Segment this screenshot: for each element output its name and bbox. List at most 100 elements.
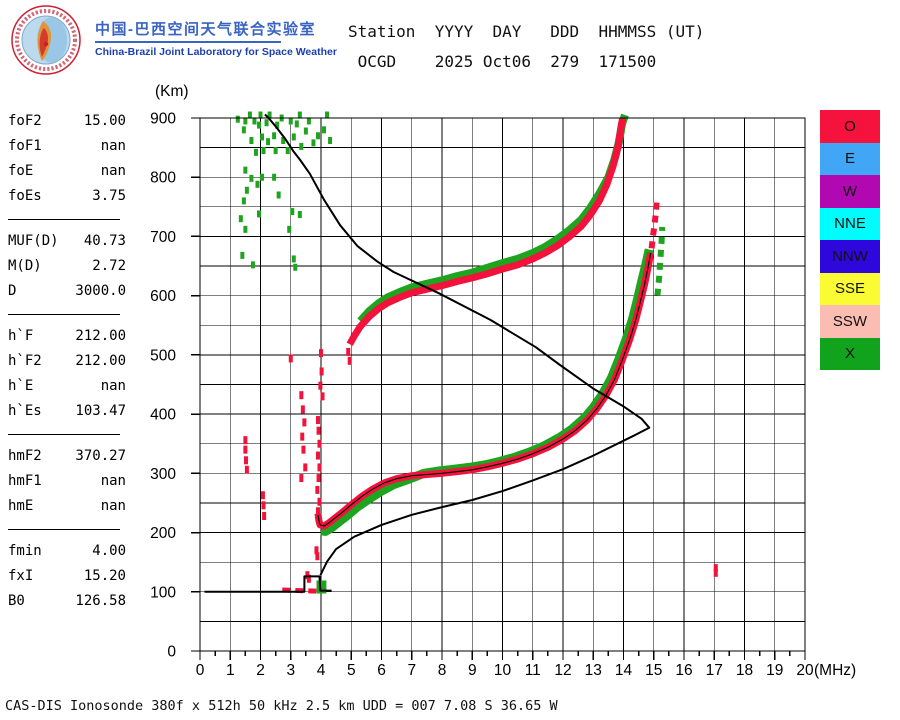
echo-direction-legend: O E W NNE NNW SSE SSW X bbox=[820, 110, 880, 370]
station-value-row: OCGD 2025 Oct06 279 171500 bbox=[348, 52, 657, 71]
x-tick-label: 19 bbox=[766, 662, 783, 679]
y-tick-label: 100 bbox=[150, 584, 176, 601]
x-mode-noise-scatter-point bbox=[288, 117, 293, 125]
o-mode-noise-scatter-point bbox=[315, 451, 320, 460]
plot-border bbox=[199, 117, 806, 652]
o-mode-noise-scatter-point bbox=[303, 463, 308, 472]
param-row: fmin 4.00 bbox=[8, 538, 126, 563]
o-mode-noise-scatter-point bbox=[318, 381, 323, 390]
x-mode-noise-scatter-point bbox=[291, 133, 296, 141]
o-mode-noise-scatter-point bbox=[317, 439, 322, 448]
x-mode-noise-scatter-point bbox=[260, 173, 265, 181]
param-value: 3000.0 bbox=[75, 282, 126, 299]
x-mode-noise-scatter-point bbox=[272, 132, 277, 140]
param-row: foF1 nan bbox=[8, 133, 126, 158]
o-mode-noise-scatter-point bbox=[346, 347, 351, 356]
x-mode-noise-scatter-point bbox=[256, 210, 261, 218]
param-value: 370.27 bbox=[75, 447, 126, 464]
x-tick-label: 14 bbox=[615, 662, 633, 679]
station-header-row: Station YYYY DAY DDD HHMMSS (UT) bbox=[348, 22, 705, 41]
x-mode-noise-scatter-point bbox=[260, 133, 265, 141]
y-tick-label: 0 bbox=[167, 644, 176, 661]
x-tick-label: 1 bbox=[226, 662, 235, 679]
param-value: nan bbox=[100, 497, 126, 514]
es-layer-o-trace bbox=[282, 587, 319, 594]
o-mode-noise-scatter-point bbox=[319, 367, 324, 376]
legend-item-e: E bbox=[820, 142, 880, 175]
x-mode-noise-scatter-point bbox=[315, 132, 320, 140]
o-mode-noise-scatter-point bbox=[317, 497, 322, 506]
x-tick-label: 4 bbox=[317, 662, 326, 679]
x-mode-noise-scatter-point bbox=[264, 119, 269, 127]
param-value: nan bbox=[100, 137, 126, 154]
o-mode-noise-scatter-point bbox=[243, 436, 248, 445]
x-mode-noise-scatter-point bbox=[281, 137, 286, 145]
param-label: hmF1 bbox=[8, 472, 42, 489]
param-value: 15.00 bbox=[83, 112, 126, 129]
parameter-group-divider bbox=[8, 529, 120, 530]
param-row: M(D) 2.72 bbox=[8, 253, 126, 278]
o-mode-noise-scatter-point bbox=[317, 463, 322, 472]
x-mode-noise-scatter-point bbox=[293, 263, 298, 271]
param-row: hmF2 370.27 bbox=[8, 443, 126, 468]
x-mode-noise-scatter-point bbox=[299, 142, 304, 150]
param-row: D 3000.0 bbox=[8, 278, 126, 303]
x-mode-noise-scatter-point bbox=[297, 211, 302, 219]
o-mode-noise-scatter-point bbox=[262, 511, 267, 520]
title-divider bbox=[95, 41, 281, 43]
x-mode-noise-scatter-point bbox=[243, 166, 248, 174]
o-mode-noise-scatter-point bbox=[300, 405, 305, 414]
x-mode-noise-scatter-point bbox=[241, 197, 246, 205]
o-mode-noise-scatter-point bbox=[299, 391, 304, 400]
param-value: 212.00 bbox=[75, 352, 126, 369]
param-label: D bbox=[8, 282, 17, 299]
x-mode-noise-scatter-point bbox=[276, 191, 281, 199]
param-row: h`F 212.00 bbox=[8, 323, 126, 348]
param-label: fxI bbox=[8, 567, 34, 584]
x-mode-noise-scatter-point bbox=[250, 261, 255, 269]
param-label: h`E bbox=[8, 377, 34, 394]
o-mode-f-trace-tail bbox=[648, 199, 660, 249]
legend-item-x: X bbox=[820, 337, 880, 370]
param-row: h`E nan bbox=[8, 373, 126, 398]
param-value: 4.00 bbox=[92, 542, 126, 559]
param-value: 126.58 bbox=[75, 592, 126, 609]
x-mode-noise-scatter-point bbox=[266, 138, 271, 146]
y-tick-label: 500 bbox=[150, 347, 176, 364]
x-mode-noise-scatter-point bbox=[247, 111, 252, 119]
x-mode-noise-scatter-point bbox=[238, 215, 243, 223]
true-height-profile-base bbox=[204, 575, 332, 593]
x-mode-noise-scatter-point bbox=[291, 255, 296, 263]
o-mode-noise-scatter-point bbox=[314, 546, 319, 555]
o-mode-noise-scatter-point bbox=[319, 349, 323, 358]
legend-item-nne: NNE bbox=[820, 207, 880, 240]
o-mode-noise-scatter-point bbox=[320, 392, 325, 401]
x-mode-noise-scatter-point bbox=[311, 139, 316, 147]
param-label: h`F2 bbox=[8, 352, 42, 369]
x-tick-label: 17 bbox=[706, 662, 723, 679]
param-value: 212.00 bbox=[75, 327, 126, 344]
x-mode-noise-scatter-point bbox=[235, 115, 240, 123]
true-height-profile bbox=[264, 113, 651, 576]
o-mode-noise-scatter-point bbox=[243, 456, 248, 465]
param-row: fxI 15.20 bbox=[8, 563, 126, 588]
x-mode-noise-scatter-point bbox=[287, 225, 292, 233]
o-mode-noise-scatter-point bbox=[316, 474, 321, 483]
x-mode-noise-scatter-point bbox=[297, 111, 302, 119]
x-tick-label: 13 bbox=[585, 662, 602, 679]
x-mode-noise-scatter-point bbox=[240, 251, 245, 259]
param-row: foF2 15.00 bbox=[8, 108, 126, 133]
x-mode-noise-scatter-point bbox=[328, 137, 333, 145]
param-label: foF2 bbox=[8, 112, 42, 129]
x-mode-noise-scatter-point bbox=[249, 137, 254, 145]
y-tick-label: 300 bbox=[150, 466, 176, 483]
o-mode-noise-scatter-point bbox=[302, 418, 307, 427]
param-label: foEs bbox=[8, 187, 42, 204]
o-mode-noise-scatter-point bbox=[347, 356, 352, 365]
o-mode-noise-scatter-point bbox=[288, 354, 293, 363]
x-mode-noise-scatter-point bbox=[275, 121, 280, 129]
o-mode-noise-scatter-point bbox=[306, 574, 311, 583]
x-mode-noise-scatter-point bbox=[272, 173, 277, 181]
y-axis-unit-label: (Km) bbox=[155, 83, 189, 100]
